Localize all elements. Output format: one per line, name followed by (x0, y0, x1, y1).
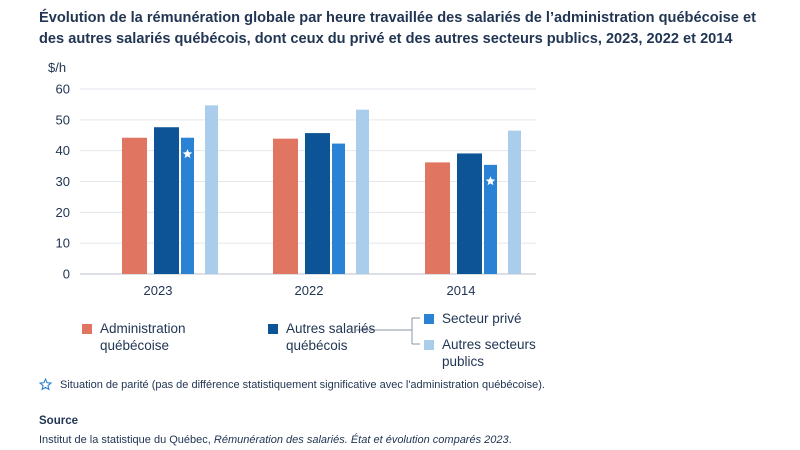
legend-label-secteur-prive: Secteur privé (442, 311, 522, 326)
bar (484, 164, 497, 274)
legend-autres-publics: Autres secteurs publics (424, 336, 552, 370)
y-tick-label: 0 (63, 267, 70, 282)
y-axis: 0 10 20 30 40 50 60 (56, 82, 70, 282)
bar (356, 109, 369, 275)
y-tick-label: 30 (56, 174, 70, 189)
y-tick-label: 10 (56, 236, 70, 251)
bar (332, 143, 345, 274)
legend-label-administration: Administration québécoise (100, 321, 186, 353)
parity-note-text: Situation de parité (pas de différence s… (60, 378, 545, 391)
source-text-suffix: . (508, 434, 512, 446)
legend-swatch-autres-publics (424, 340, 434, 350)
bar (273, 138, 298, 274)
parity-note: Situation de parité (pas de différence s… (39, 378, 545, 391)
legend-autres-salaries: Autres salariés québécois (268, 320, 386, 354)
bars (122, 105, 521, 275)
y-tick-label: 20 (56, 205, 70, 220)
bar (305, 133, 330, 274)
bar (425, 162, 450, 274)
legend-bracket (356, 317, 420, 345)
legend-label-autres-publics: Autres secteurs publics (442, 337, 536, 369)
y-tick-label: 40 (56, 143, 70, 158)
bar (508, 130, 521, 274)
bar (205, 105, 218, 274)
legend-label-autres-salaries: Autres salariés québécois (286, 321, 376, 353)
y-axis-unit-label: $/h (48, 60, 66, 75)
x-axis: 2023 2022 2014 (144, 283, 476, 298)
bar (122, 137, 147, 274)
star-outline-icon (39, 378, 52, 391)
x-tick-label: 2023 (144, 283, 173, 298)
chart-title: Évolution de la rémunération globale par… (39, 10, 756, 47)
source-text-title: Rémunération des salariés. État et évolu… (213, 434, 509, 446)
bar (457, 153, 482, 274)
legend-administration: Administration québécoise (82, 320, 220, 354)
source-text-prefix: Institut de la statistique du Québec, (39, 434, 214, 446)
x-tick-label: 2014 (447, 283, 476, 298)
source-text: Institut de la statistique du Québec, Ré… (39, 434, 512, 446)
legend-swatch-secteur-prive (424, 314, 434, 324)
legend-swatch-autres-salaries (268, 324, 278, 334)
parity-star-icon (485, 176, 496, 186)
legend-swatch-administration (82, 324, 92, 334)
y-tick-label: 60 (56, 82, 70, 97)
legend-secteur-prive: Secteur privé (424, 310, 582, 327)
bar (181, 137, 194, 274)
x-tick-label: 2022 (295, 283, 324, 298)
bar (154, 127, 179, 274)
source-heading: Source (39, 415, 78, 427)
y-tick-label: 50 (56, 112, 70, 127)
parity-star-icon (182, 149, 193, 159)
